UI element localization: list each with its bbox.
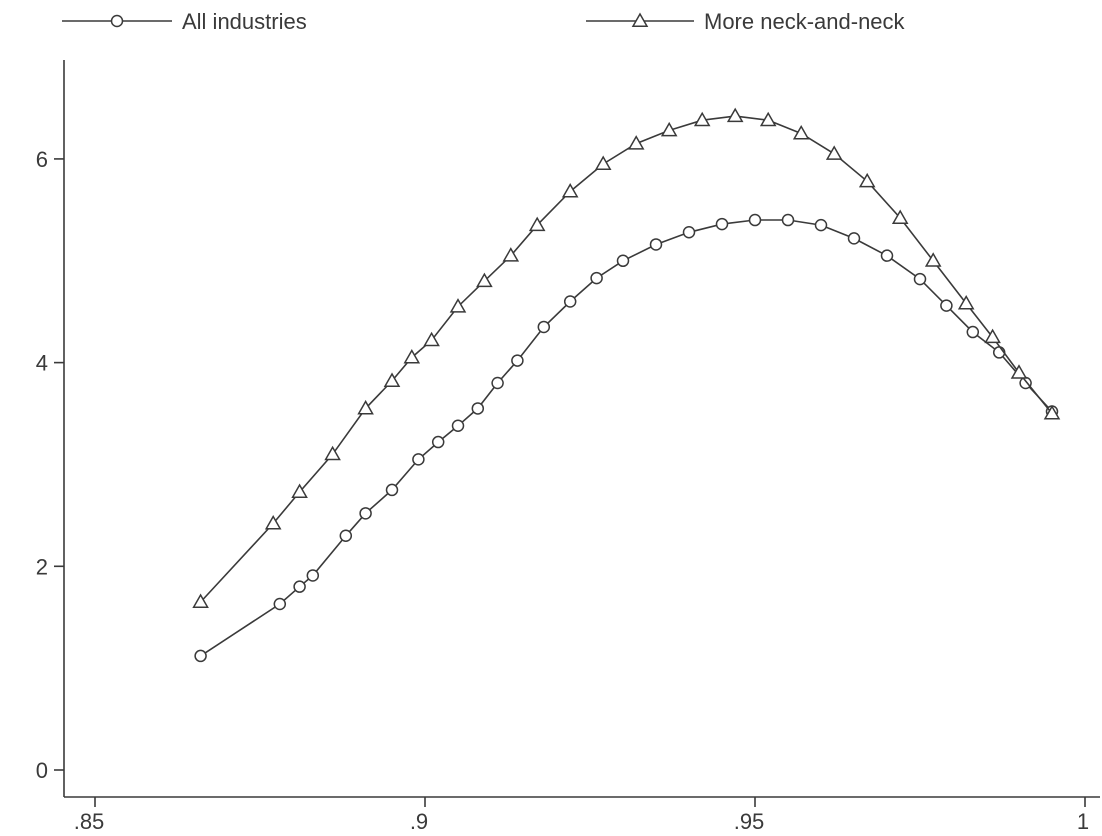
triangle-marker <box>984 328 1001 344</box>
triangle-marker <box>1010 364 1028 379</box>
series-all-industries <box>194 213 1059 663</box>
legend-item: All industries <box>62 9 307 34</box>
circle-marker <box>715 217 729 231</box>
circle-marker <box>847 232 861 245</box>
circle-marker <box>511 354 524 367</box>
series-more-neck-and-neck <box>192 107 1061 608</box>
circle-marker <box>616 254 630 268</box>
x-tick-label: 1 <box>1077 809 1089 834</box>
triangle-marker <box>476 272 493 288</box>
triangle-marker <box>891 209 909 224</box>
x-tick-label: .9 <box>410 809 428 834</box>
circle-marker <box>913 272 927 286</box>
circle-marker <box>563 295 577 308</box>
triangle-marker <box>627 135 645 150</box>
triangle-marker <box>291 483 308 498</box>
legend-marker <box>110 14 124 28</box>
x-tick-label: .85 <box>74 809 105 834</box>
circle-marker <box>880 249 894 262</box>
triangle-marker <box>383 372 401 387</box>
circle-marker <box>412 453 425 466</box>
triangle-marker <box>792 124 810 140</box>
triangle-marker <box>726 107 744 123</box>
circle-marker <box>431 435 445 449</box>
circle-marker <box>451 419 465 433</box>
circle-marker <box>537 320 551 334</box>
circle-marker <box>273 597 287 611</box>
series-line <box>200 115 1053 603</box>
legend: All industries More neck-and-neck <box>62 9 906 34</box>
triangle-marker <box>423 331 440 347</box>
circle-marker <box>814 218 828 232</box>
circle-marker <box>940 299 953 312</box>
circle-marker <box>590 271 603 285</box>
circle-marker <box>491 376 504 390</box>
triangle-marker <box>264 515 282 530</box>
circle-marker <box>306 569 320 582</box>
y-tick-label: 6 <box>36 147 48 172</box>
circle-marker <box>359 507 372 520</box>
triangle-marker <box>594 155 612 171</box>
circle-marker <box>966 325 980 339</box>
series-line <box>200 219 1053 657</box>
triangle-marker <box>759 111 777 127</box>
triangle-marker <box>957 295 975 310</box>
y-tick-label: 2 <box>36 554 48 579</box>
circle-marker <box>781 213 795 227</box>
triangle-marker <box>1043 405 1061 420</box>
circle-marker <box>293 580 306 593</box>
triangle-marker <box>858 172 876 188</box>
triangle-marker <box>825 145 843 160</box>
triangle-marker <box>403 349 421 364</box>
plot-area <box>192 107 1061 663</box>
circle-marker <box>385 483 399 497</box>
circle-marker <box>682 226 696 239</box>
circle-marker <box>471 402 485 415</box>
legend-marker <box>631 12 649 27</box>
y-tick-label: 0 <box>36 758 48 783</box>
y-tick-label: 4 <box>36 351 48 376</box>
triangle-marker <box>192 593 209 608</box>
legend-label: All industries <box>182 9 307 34</box>
triangle-marker <box>660 121 678 137</box>
triangle-marker <box>449 298 467 313</box>
legend-label: More neck-and-neck <box>704 9 906 34</box>
triangle-marker <box>924 252 942 267</box>
triangle-marker <box>561 183 579 198</box>
circle-marker <box>194 649 207 663</box>
triangle-marker <box>693 111 711 127</box>
x-tick-label: .95 <box>734 809 765 834</box>
triangle-marker <box>324 445 341 461</box>
legend-item: More neck-and-neck <box>586 9 906 34</box>
circle-marker <box>748 213 762 227</box>
triangle-marker <box>357 399 374 415</box>
triangle-marker <box>502 247 520 262</box>
axes: 0 2 4 6 .85 .9 .95 1 <box>36 60 1100 834</box>
circle-marker <box>649 238 663 251</box>
circle-marker <box>339 529 353 543</box>
triangle-marker <box>528 216 546 232</box>
